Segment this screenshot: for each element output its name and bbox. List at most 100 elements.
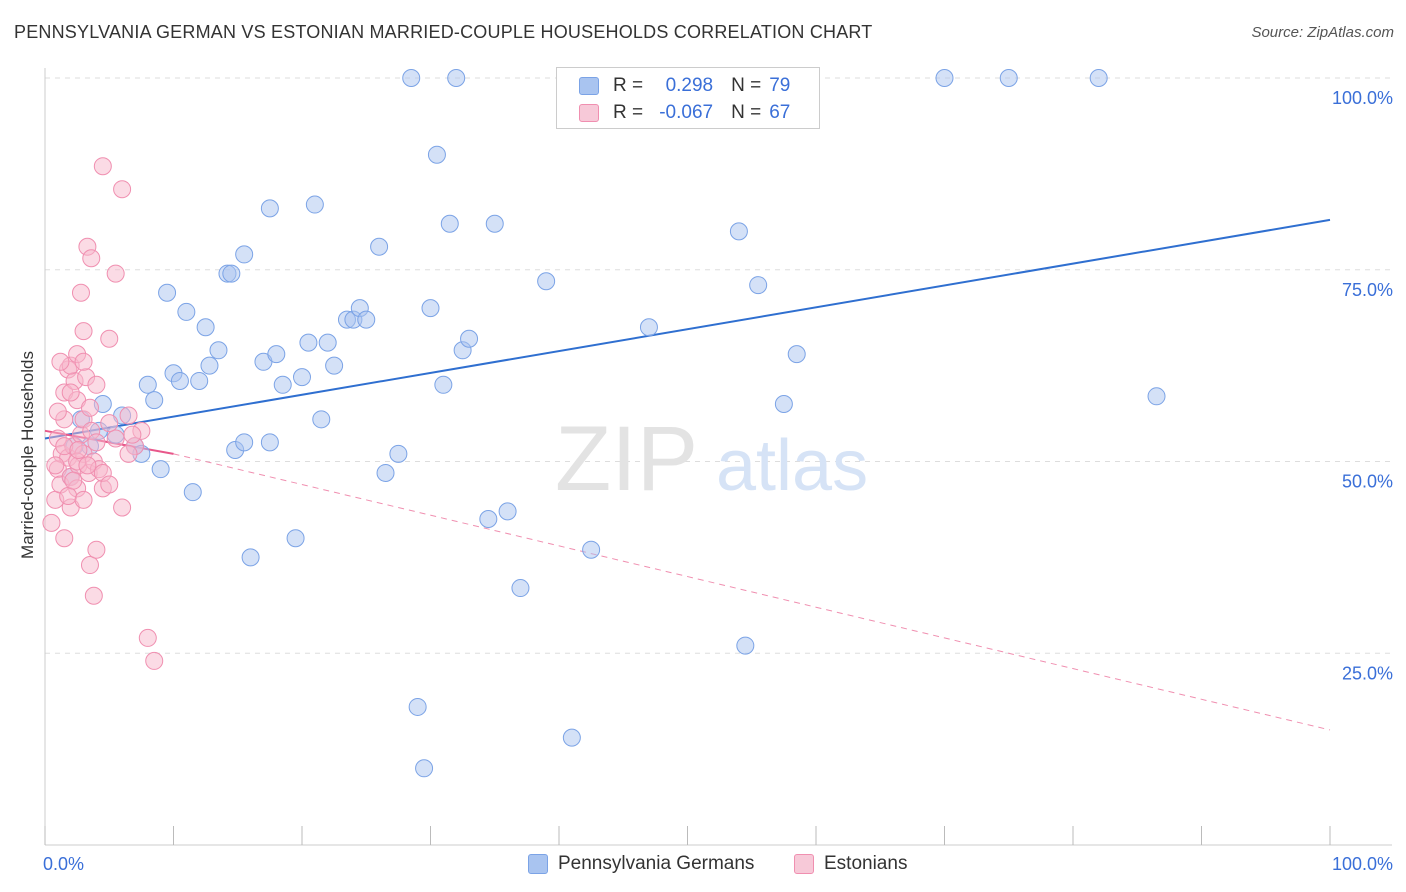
data-point — [639, 318, 658, 337]
y-tick-label: 75.0% — [1342, 280, 1393, 300]
data-point — [235, 433, 254, 452]
data-point — [113, 180, 132, 199]
data-point — [84, 586, 103, 605]
legend-n-value: 67 — [769, 102, 791, 123]
trend-line-pennsylvania-germans — [44, 218, 1331, 440]
data-point — [138, 375, 157, 394]
data-point — [123, 425, 142, 444]
data-point — [241, 548, 260, 567]
data-point — [774, 394, 793, 413]
data-point — [299, 333, 318, 352]
data-point — [312, 410, 331, 429]
y-tick-label: 100.0% — [1332, 88, 1393, 108]
legend-n-label: N = — [731, 102, 762, 123]
data-point — [61, 383, 80, 402]
data-point — [106, 264, 125, 283]
data-point — [537, 272, 556, 291]
data-points — [42, 69, 1166, 778]
x-tick-label: 0.0% — [43, 854, 84, 874]
data-point — [498, 502, 517, 521]
data-point — [235, 245, 254, 264]
legend-row-pennsylvania-germans: R = 0.298 N = 79 — [579, 73, 790, 99]
legend-row-estonians: R = -0.067 N = 67 — [579, 100, 790, 126]
data-point — [209, 341, 228, 360]
data-point — [1147, 387, 1166, 406]
data-point — [260, 199, 279, 218]
data-point — [80, 556, 99, 575]
watermark-zip: ZIP — [555, 408, 698, 510]
data-point — [293, 368, 311, 387]
data-point — [729, 222, 748, 241]
data-point — [138, 628, 157, 647]
data-point — [196, 318, 215, 337]
data-point — [106, 429, 125, 448]
tick-labels: 25.0% 50.0% 75.0% 100.0% 0.0% 100.0% — [43, 88, 1393, 874]
chart-source: Source: ZipAtlas.com — [1251, 24, 1394, 41]
x-tick-label: 100.0% — [1332, 854, 1393, 874]
data-point — [100, 414, 119, 433]
data-point — [260, 433, 279, 452]
data-point — [158, 283, 177, 302]
y-tick-label: 25.0% — [1342, 663, 1393, 683]
data-point — [421, 299, 440, 318]
axes — [44, 68, 1392, 846]
data-point — [999, 69, 1018, 87]
bottom-legend-estonians: Estonians — [794, 852, 907, 876]
grid-lines — [45, 77, 1392, 654]
data-point — [427, 145, 446, 164]
legend-n-value: 79 — [769, 75, 791, 96]
data-point — [267, 345, 286, 364]
data-point — [190, 371, 209, 390]
data-point — [87, 540, 106, 559]
data-point — [440, 214, 459, 233]
data-point — [69, 440, 88, 459]
data-point — [74, 322, 93, 341]
data-point — [64, 471, 83, 490]
data-point — [145, 391, 164, 410]
data-point — [42, 513, 61, 532]
bottom-legend-pennsylvania-germans: Pennsylvania Germans — [528, 852, 754, 876]
watermark-atlas: atlas — [716, 426, 868, 506]
data-point — [749, 276, 768, 295]
data-point — [370, 237, 389, 256]
data-point — [46, 456, 65, 475]
data-point — [78, 456, 97, 475]
bottom-legend-label: Pennsylvania Germans — [558, 853, 755, 874]
bottom-legend-swatch-pink — [794, 854, 814, 874]
data-point — [389, 444, 408, 463]
data-point — [59, 487, 78, 506]
data-point — [145, 651, 164, 670]
data-point — [51, 352, 70, 371]
series-estonians — [42, 157, 164, 670]
legend-swatch-blue — [579, 77, 599, 95]
data-point — [119, 444, 138, 463]
legend-swatch-pink — [579, 104, 599, 122]
data-point — [183, 483, 202, 502]
data-point — [55, 529, 74, 548]
legend-n-label: N = — [731, 75, 762, 96]
data-point — [170, 371, 189, 390]
data-point — [82, 249, 101, 268]
data-point — [479, 510, 498, 529]
data-point — [736, 636, 755, 655]
data-point — [74, 352, 93, 371]
data-point — [434, 375, 453, 394]
legend-r-label: R = — [613, 75, 644, 96]
data-point — [787, 345, 806, 364]
data-point — [582, 540, 601, 559]
data-point — [151, 460, 170, 479]
bottom-legend-swatch-blue — [528, 854, 548, 874]
data-point — [87, 433, 106, 452]
data-point — [485, 214, 504, 233]
legend-r-value: 0.298 — [665, 75, 714, 96]
data-point — [1089, 69, 1108, 87]
data-point — [305, 195, 324, 214]
data-point — [80, 398, 99, 417]
data-point — [177, 302, 196, 321]
data-point — [415, 759, 434, 778]
data-point — [562, 728, 581, 747]
data-point — [286, 529, 305, 548]
data-point — [935, 69, 954, 87]
data-point — [273, 375, 292, 394]
